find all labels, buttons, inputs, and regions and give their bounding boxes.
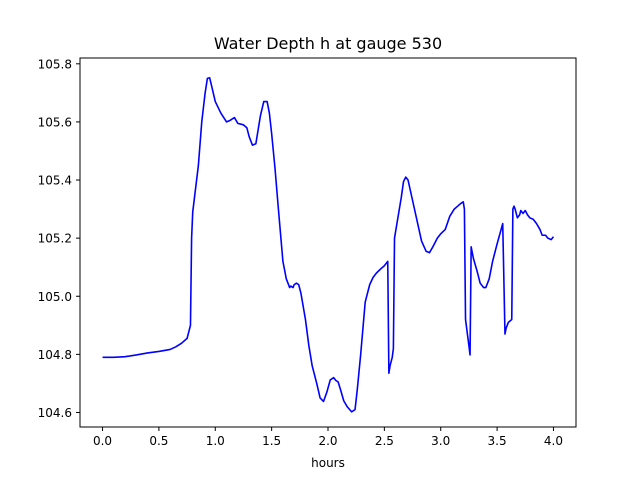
data-layer <box>102 76 555 413</box>
x-axis: 0.0 0.5 1.0 1.5 2.0 2.5 3.0 3.5 4.0 <box>93 427 563 448</box>
x-tick-label: 3.5 <box>488 434 507 448</box>
y-tick-label: 104.6 <box>38 406 72 420</box>
x-tick-label: 0.0 <box>93 434 112 448</box>
y-axis: 104.6 104.8 105.0 105.2 105.4 105.6 105.8 <box>38 57 80 420</box>
y-tick-label: 105.4 <box>38 174 72 188</box>
series-line-0 <box>102 76 555 413</box>
x-tick-label: 2.5 <box>375 434 394 448</box>
x-tick-label: 1.5 <box>262 434 281 448</box>
x-tick-label: 4.0 <box>544 434 563 448</box>
y-tick-label: 104.8 <box>38 348 72 362</box>
x-tick-label: 1.0 <box>206 434 225 448</box>
y-tick-label: 105.6 <box>38 115 72 129</box>
x-tick-label: 0.5 <box>149 434 168 448</box>
x-tick-label: 2.0 <box>318 434 337 448</box>
chart-title: Water Depth h at gauge 530 <box>214 34 442 53</box>
y-tick-label: 105.8 <box>38 57 72 71</box>
y-tick-label: 105.2 <box>38 232 72 246</box>
x-axis-label: hours <box>311 456 345 470</box>
x-tick-label: 3.0 <box>431 434 450 448</box>
y-tick-label: 105.0 <box>38 290 72 304</box>
